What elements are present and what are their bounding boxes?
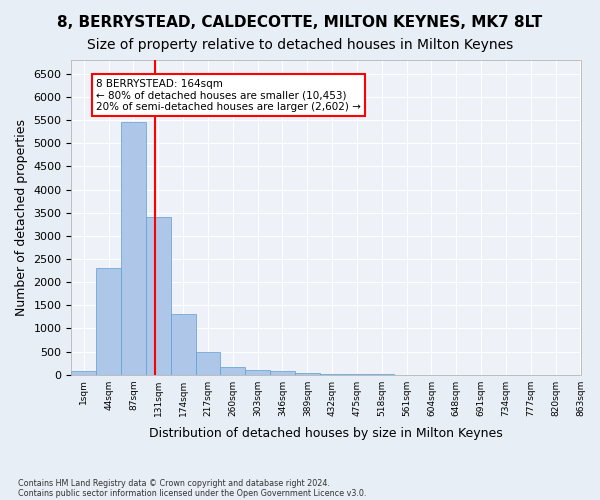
Bar — [171, 314, 196, 374]
Text: Size of property relative to detached houses in Milton Keynes: Size of property relative to detached ho… — [87, 38, 513, 52]
Text: Contains HM Land Registry data © Crown copyright and database right 2024.: Contains HM Land Registry data © Crown c… — [18, 478, 330, 488]
Text: 8 BERRYSTEAD: 164sqm
← 80% of detached houses are smaller (10,453)
20% of semi-d: 8 BERRYSTEAD: 164sqm ← 80% of detached h… — [96, 78, 361, 112]
Bar — [196, 352, 220, 374]
Bar — [245, 370, 270, 374]
Text: 8, BERRYSTEAD, CALDECOTTE, MILTON KEYNES, MK7 8LT: 8, BERRYSTEAD, CALDECOTTE, MILTON KEYNES… — [58, 15, 542, 30]
Bar — [220, 367, 245, 374]
X-axis label: Distribution of detached houses by size in Milton Keynes: Distribution of detached houses by size … — [149, 427, 503, 440]
Bar — [270, 372, 295, 374]
Text: Contains public sector information licensed under the Open Government Licence v3: Contains public sector information licen… — [18, 488, 367, 498]
Y-axis label: Number of detached properties: Number of detached properties — [15, 119, 28, 316]
Bar — [295, 373, 320, 374]
Bar — [121, 122, 146, 374]
Bar — [96, 268, 121, 374]
Bar — [71, 372, 96, 374]
Bar — [146, 218, 171, 374]
